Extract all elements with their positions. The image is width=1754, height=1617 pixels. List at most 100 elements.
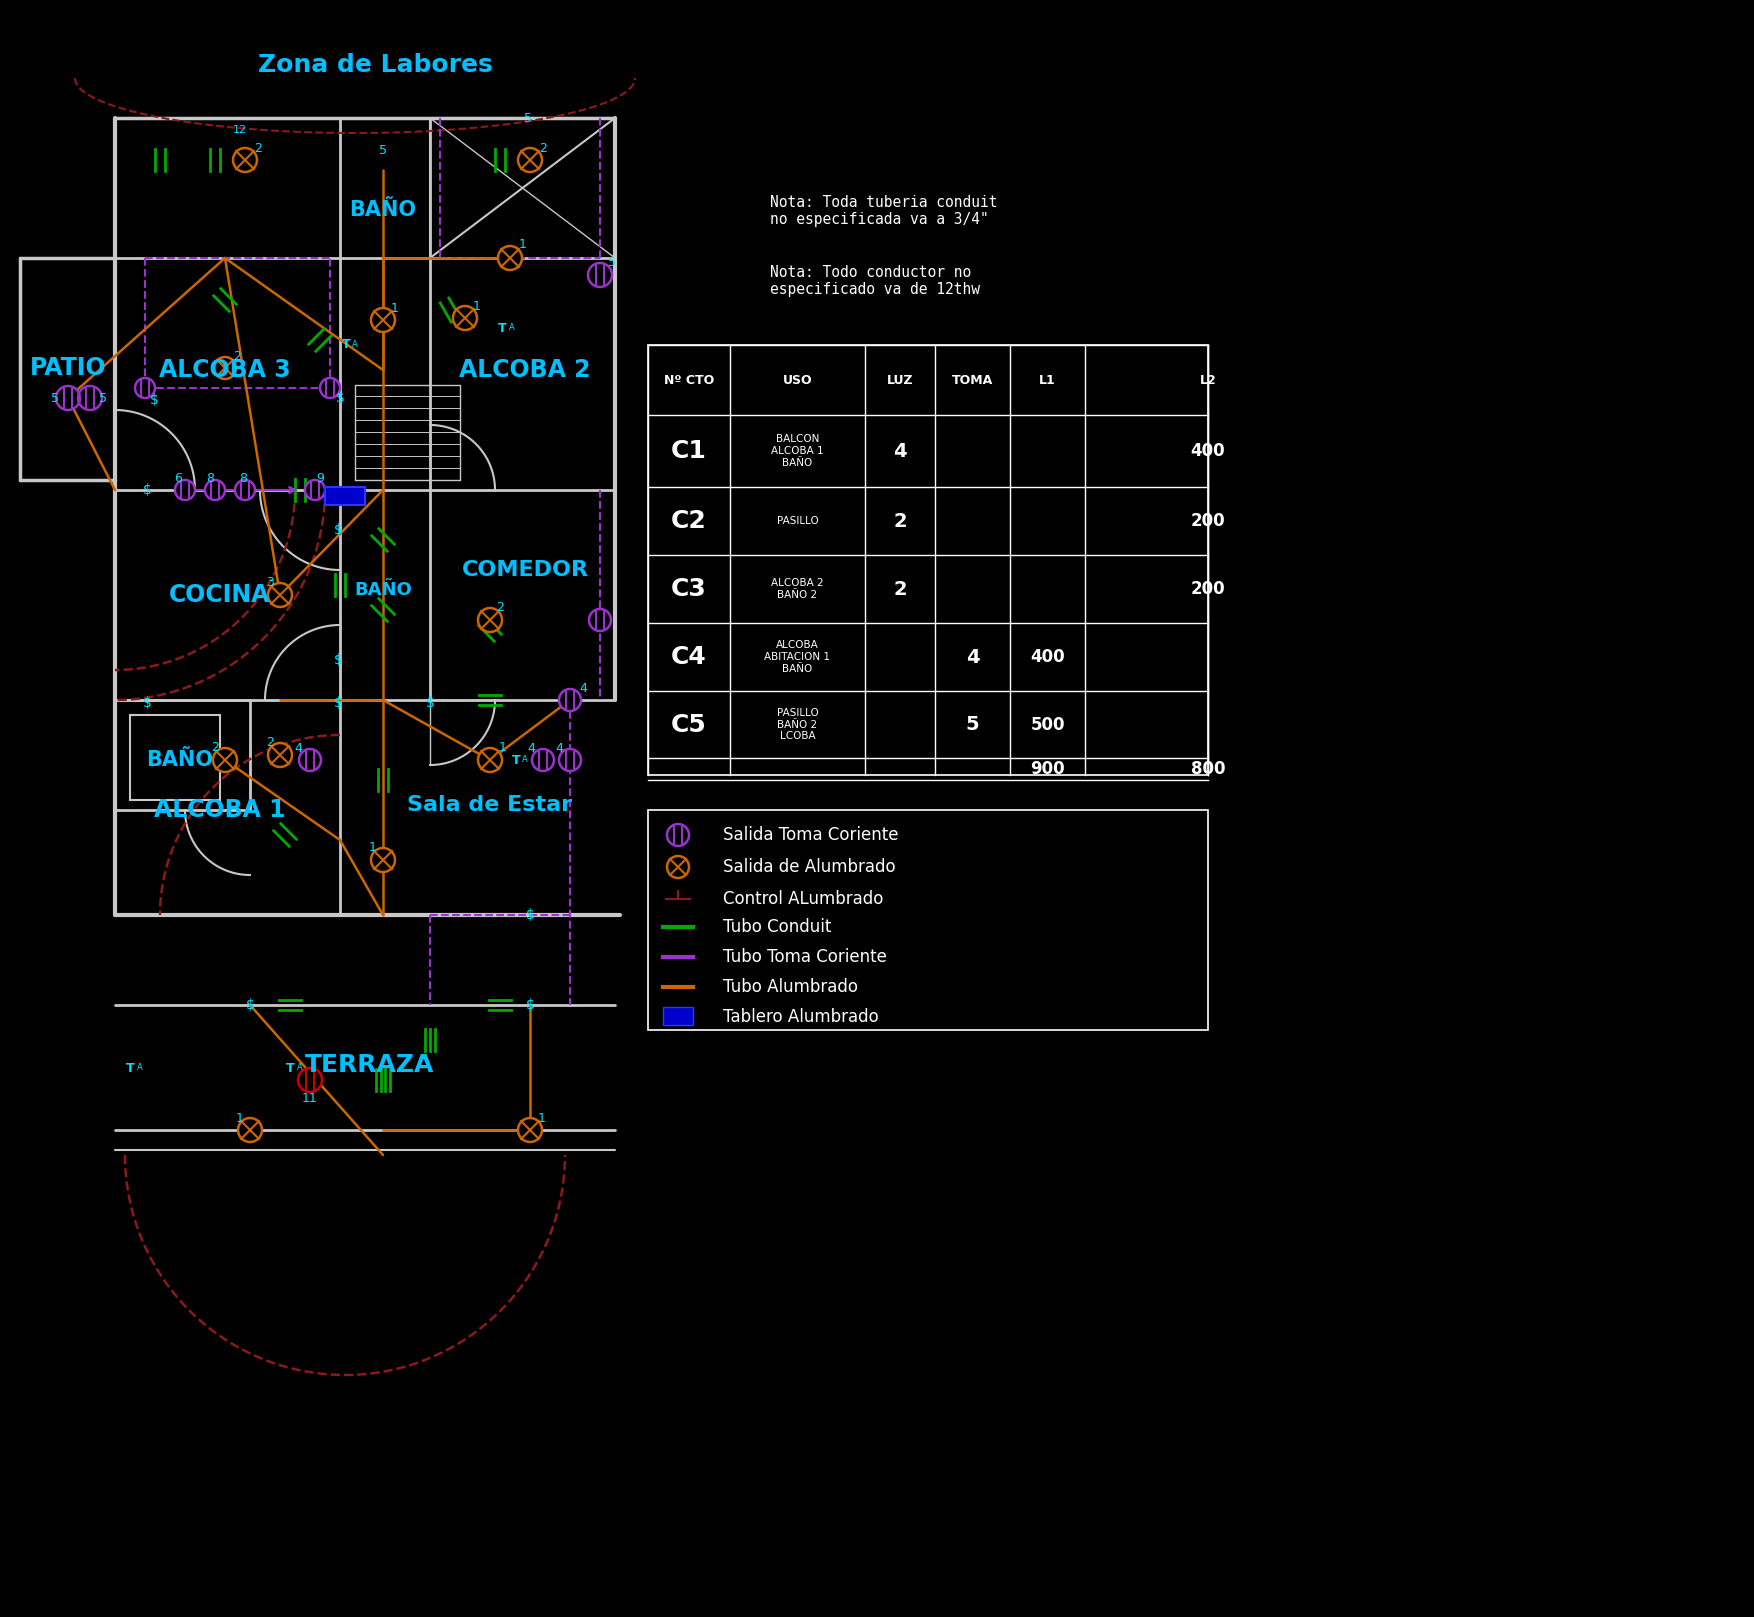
Text: 2: 2 <box>233 349 240 362</box>
Text: 1: 1 <box>538 1111 545 1124</box>
Text: L2: L2 <box>1200 374 1216 386</box>
Text: A: A <box>353 340 358 349</box>
Text: 1: 1 <box>500 741 507 754</box>
Text: 5: 5 <box>98 391 107 404</box>
Text: C1: C1 <box>672 438 707 462</box>
Text: $: $ <box>333 653 342 666</box>
Text: PASILLO
BAÑO 2
LCOBA: PASILLO BAÑO 2 LCOBA <box>777 708 819 741</box>
Text: PASILLO: PASILLO <box>777 516 819 526</box>
Text: T: T <box>512 754 519 766</box>
Bar <box>647 344 1209 775</box>
Bar <box>324 487 365 505</box>
Text: 2: 2 <box>267 736 274 749</box>
Text: 8: 8 <box>239 472 247 485</box>
Circle shape <box>175 480 195 500</box>
Circle shape <box>560 749 581 771</box>
Text: 1: 1 <box>391 301 398 314</box>
Text: 4: 4 <box>554 742 563 755</box>
Bar <box>647 810 1209 1030</box>
Text: 1: 1 <box>368 841 377 854</box>
Text: 8: 8 <box>205 472 214 485</box>
Text: 5: 5 <box>51 391 60 404</box>
Circle shape <box>235 480 254 500</box>
Text: 200: 200 <box>1191 513 1226 530</box>
Circle shape <box>298 749 321 771</box>
Text: 1: 1 <box>474 299 481 312</box>
Text: 6: 6 <box>174 472 182 485</box>
Text: Salida Toma Coriente: Salida Toma Coriente <box>723 826 898 844</box>
Text: 4: 4 <box>526 742 535 755</box>
Text: 4: 4 <box>579 681 588 694</box>
Text: 3: 3 <box>267 576 274 589</box>
Text: 4: 4 <box>966 647 979 666</box>
Text: 400: 400 <box>1030 648 1065 666</box>
Text: PATIO: PATIO <box>30 356 107 380</box>
Text: 5: 5 <box>524 112 531 125</box>
Text: 11: 11 <box>302 1091 317 1104</box>
Text: 9: 9 <box>316 472 324 485</box>
Circle shape <box>268 584 291 606</box>
Circle shape <box>77 386 102 411</box>
Text: 200: 200 <box>1191 581 1226 598</box>
Text: TOMA: TOMA <box>952 374 993 386</box>
Text: Zona de Labores: Zona de Labores <box>258 53 493 78</box>
Text: ALCOBA
ABITACION 1
BAÑO: ALCOBA ABITACION 1 BAÑO <box>765 640 830 674</box>
Text: TERRAZA: TERRAZA <box>305 1053 435 1077</box>
Circle shape <box>498 246 523 270</box>
Bar <box>663 1007 693 1025</box>
Text: Tubo Alumbrado: Tubo Alumbrado <box>723 978 858 996</box>
Text: A: A <box>296 1062 303 1072</box>
Text: BAÑO: BAÑO <box>147 750 214 770</box>
Circle shape <box>239 1117 261 1142</box>
Circle shape <box>233 149 258 171</box>
Circle shape <box>531 749 554 771</box>
Circle shape <box>667 855 689 878</box>
Text: C5: C5 <box>672 713 707 736</box>
Text: $: $ <box>333 695 342 710</box>
Circle shape <box>319 378 340 398</box>
Text: $: $ <box>142 483 151 496</box>
Circle shape <box>589 610 610 631</box>
Text: 800: 800 <box>1191 760 1226 778</box>
Text: C3: C3 <box>672 577 707 602</box>
Text: 500: 500 <box>1030 715 1065 734</box>
Text: BALCON
ALCOBA 1
BAÑO: BALCON ALCOBA 1 BAÑO <box>772 435 824 467</box>
Circle shape <box>588 264 612 286</box>
Text: Nota: Todo conductor no
especificado va de 12thw: Nota: Todo conductor no especificado va … <box>770 265 980 298</box>
Circle shape <box>212 749 237 771</box>
Text: BAÑO: BAÑO <box>349 201 416 220</box>
Text: 400: 400 <box>1191 441 1226 459</box>
Text: BAÑO: BAÑO <box>354 581 412 598</box>
Circle shape <box>372 307 395 331</box>
Text: T: T <box>342 338 351 351</box>
Text: 2: 2 <box>538 142 547 155</box>
Text: T: T <box>498 322 507 335</box>
Circle shape <box>517 149 542 171</box>
Text: Tubo Conduit: Tubo Conduit <box>723 918 831 936</box>
Text: 900: 900 <box>1030 760 1065 778</box>
Text: ALCOBA 3: ALCOBA 3 <box>160 357 291 382</box>
Circle shape <box>517 1117 542 1142</box>
Text: 2: 2 <box>210 741 219 754</box>
Text: $: $ <box>426 695 435 710</box>
Text: 1: 1 <box>237 1111 244 1124</box>
Circle shape <box>135 378 154 398</box>
Text: T: T <box>126 1061 135 1075</box>
Circle shape <box>205 480 225 500</box>
Text: COMEDOR: COMEDOR <box>461 559 589 581</box>
Circle shape <box>453 306 477 330</box>
Bar <box>130 715 219 800</box>
Text: $: $ <box>142 695 151 710</box>
Text: $: $ <box>335 391 344 404</box>
Text: COCINA: COCINA <box>170 584 270 606</box>
Circle shape <box>268 742 291 766</box>
Text: 2: 2 <box>893 511 907 530</box>
Text: Tubo Toma Coriente: Tubo Toma Coriente <box>723 948 888 965</box>
Circle shape <box>560 689 581 711</box>
Text: T: T <box>286 1061 295 1075</box>
Circle shape <box>667 825 689 846</box>
Text: 5: 5 <box>379 144 388 157</box>
Text: 2: 2 <box>496 600 503 613</box>
Text: 2: 2 <box>893 579 907 598</box>
Circle shape <box>298 1067 323 1091</box>
